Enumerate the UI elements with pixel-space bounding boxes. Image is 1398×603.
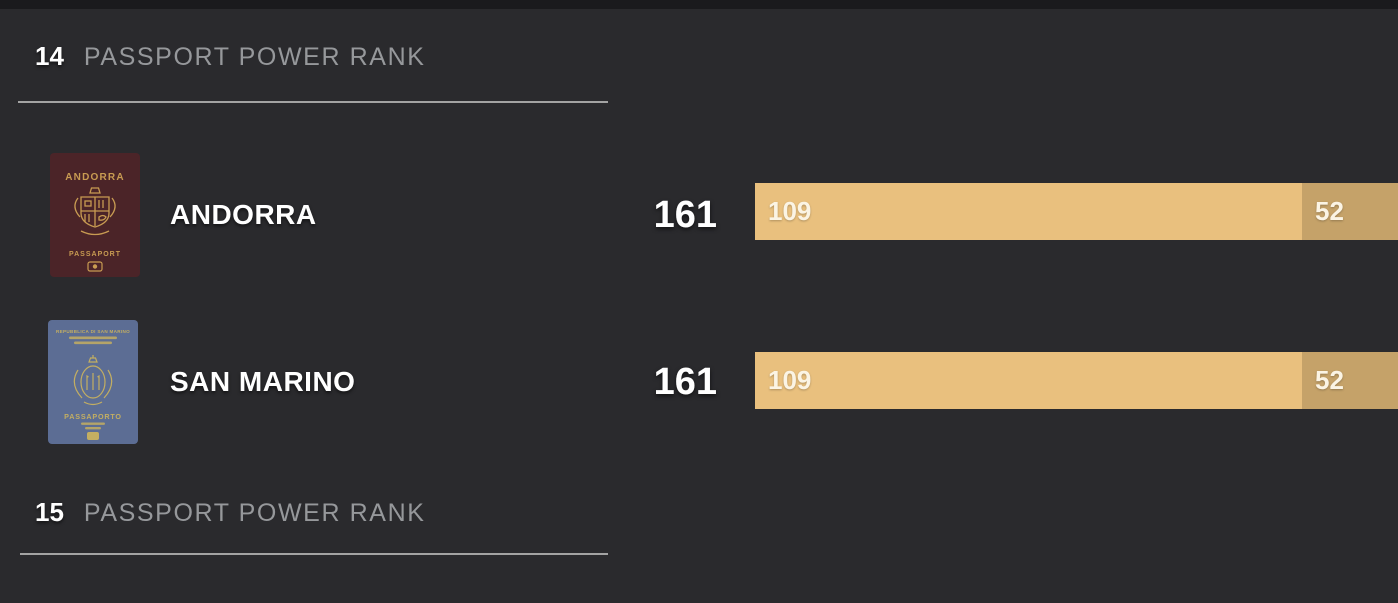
- andorra-coat-of-arms-icon: [74, 187, 116, 236]
- visa-on-arrival-value: 52: [1315, 196, 1344, 226]
- score-bar: 109 52: [755, 352, 1398, 409]
- section-header-rank-15: 15 PASSPORT POWER RANK: [35, 497, 426, 528]
- visa-free-segment: 109: [755, 183, 1302, 240]
- section-title: PASSPORT POWER RANK: [83, 43, 426, 71]
- visa-on-arrival-value: 52: [1315, 365, 1344, 395]
- country-name: SAN MARINO: [170, 366, 356, 397]
- country-name: ANDORRA: [170, 199, 317, 230]
- passport-heading-text: ANDORRA: [65, 172, 125, 183]
- section-title: PASSPORT POWER RANK: [83, 499, 426, 527]
- biometric-chip-icon: [87, 261, 103, 272]
- score-bar: 109 52: [755, 183, 1398, 240]
- passport-heading-line2: [69, 336, 117, 340]
- total-score: 161: [653, 193, 717, 236]
- total-score: 161: [653, 360, 717, 403]
- visa-on-arrival-segment: 52: [1302, 352, 1398, 409]
- rank-number: 15: [35, 497, 64, 527]
- san-marino-passport-cover: REPUBBLICA DI SAN MARINO PASSAPORTO: [48, 320, 138, 444]
- andorra-passport-image: ANDORRA PASSAPORT: [50, 153, 140, 277]
- visa-on-arrival-segment: 52: [1302, 183, 1398, 240]
- passport-sub-line1: [81, 422, 105, 425]
- country-row-andorra[interactable]: ANDORRA PASSAPORT: [0, 153, 1398, 277]
- passport-sub-line2: [85, 427, 101, 430]
- rank-number: 14: [35, 41, 64, 71]
- san-marino-coat-of-arms-icon: [73, 355, 113, 406]
- passport-label-text: PASSAPORT: [69, 251, 121, 258]
- section-divider: [20, 553, 608, 555]
- passport-label-text: PASSAPORTO: [64, 412, 122, 421]
- visa-free-segment: 109: [755, 352, 1302, 409]
- visa-free-value: 109: [768, 365, 812, 395]
- andorra-passport-cover: ANDORRA PASSAPORT: [50, 153, 140, 277]
- visa-free-value: 109: [768, 196, 812, 226]
- biometric-chip-icon: [87, 432, 99, 440]
- san-marino-passport-image: REPUBBLICA DI SAN MARINO PASSAPORTO: [48, 320, 138, 444]
- top-strip: [0, 0, 1398, 9]
- passport-heading-line3: [74, 341, 112, 345]
- section-header-rank-14: 14 PASSPORT POWER RANK: [35, 41, 426, 72]
- country-row-san-marino[interactable]: REPUBBLICA DI SAN MARINO PASSAPORTO: [0, 320, 1398, 444]
- section-divider: [18, 101, 608, 103]
- passport-heading-text: REPUBBLICA DI SAN MARINO: [56, 329, 130, 334]
